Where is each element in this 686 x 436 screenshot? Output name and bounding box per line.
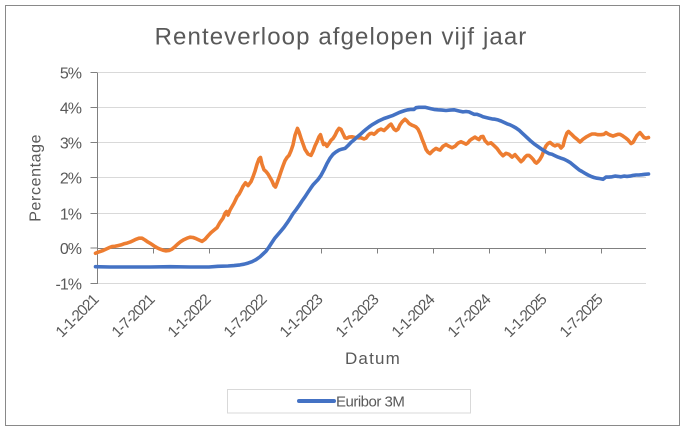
svg-text:4%: 4% [60, 101, 82, 118]
svg-text:Datum: Datum [345, 349, 401, 368]
svg-text:-1%: -1% [56, 277, 82, 294]
svg-text:Percentage: Percentage [28, 134, 45, 222]
svg-text:Renteverloop afgelopen vijf ja: Renteverloop afgelopen vijf jaar [155, 24, 528, 51]
svg-text:5%: 5% [60, 66, 82, 83]
svg-text:2%: 2% [60, 171, 82, 188]
svg-text:Euribor 3M: Euribor 3M [336, 394, 404, 411]
svg-text:0%: 0% [60, 241, 82, 258]
svg-text:3%: 3% [60, 136, 82, 153]
svg-text:1%: 1% [60, 207, 82, 224]
